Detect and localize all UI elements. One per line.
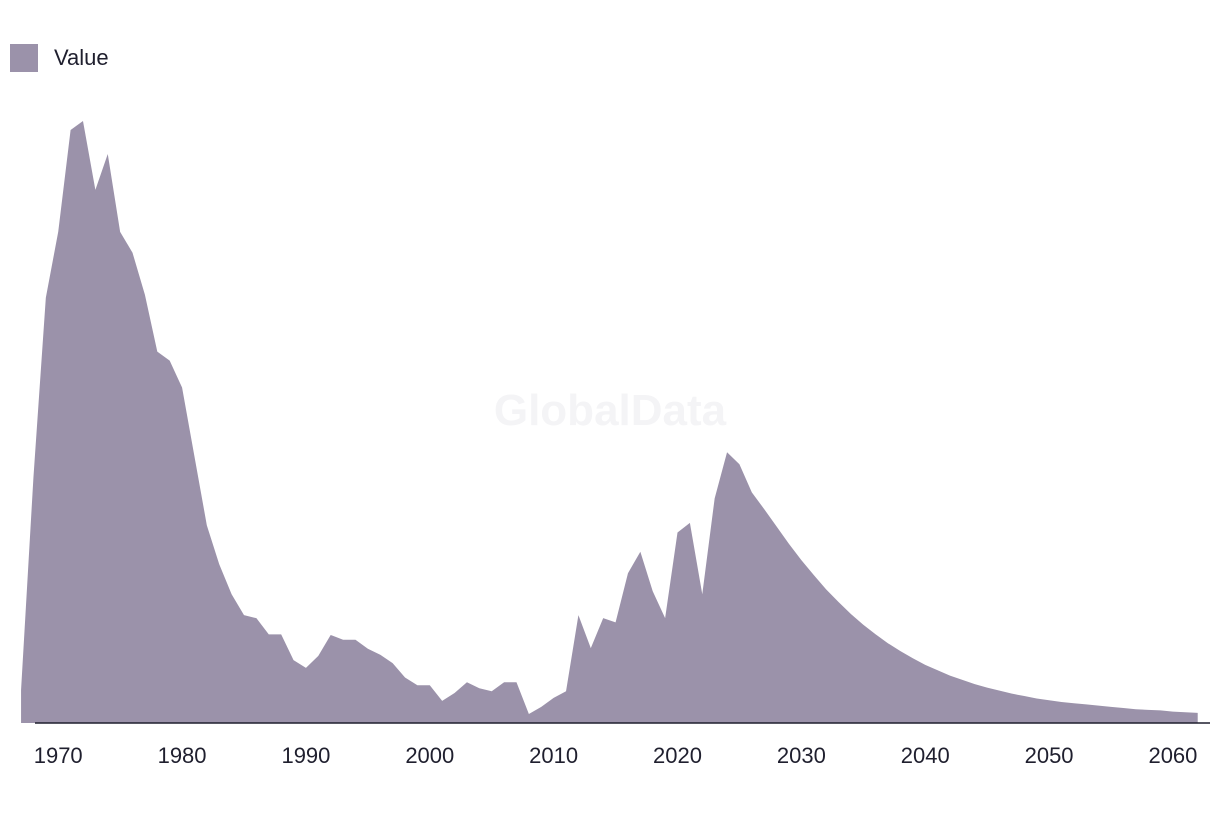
- area-series-value: [21, 121, 1198, 723]
- legend: Value: [10, 44, 109, 72]
- x-tick-label-2010: 2010: [529, 743, 578, 768]
- x-tick-label-2020: 2020: [653, 743, 702, 768]
- series-layer: [21, 121, 1198, 723]
- watermark: GlobalData: [494, 386, 727, 435]
- x-tick-label-2000: 2000: [405, 743, 454, 768]
- legend-label-value: Value: [54, 45, 109, 70]
- x-tick-label-2050: 2050: [1025, 743, 1074, 768]
- x-tick-label-1970: 1970: [34, 743, 83, 768]
- x-tick-label-1990: 1990: [281, 743, 330, 768]
- x-axis-ticks: 1970 1980 1990 2000 2010 2020 2030 2040 2050 2060: [34, 743, 1198, 768]
- x-tick-label-2060: 2060: [1148, 743, 1197, 768]
- x-tick-label-2030: 2030: [777, 743, 826, 768]
- x-tick-label-1980: 1980: [158, 743, 207, 768]
- legend-swatch-value: [10, 44, 38, 72]
- x-tick-label-2040: 2040: [901, 743, 950, 768]
